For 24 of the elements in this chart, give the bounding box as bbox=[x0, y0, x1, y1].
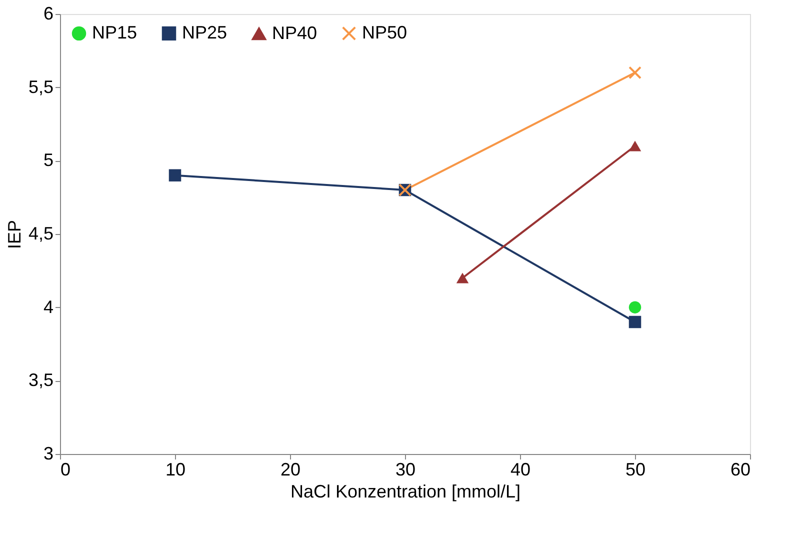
x-tick-label: 30 bbox=[395, 460, 416, 480]
legend-label: NP40 bbox=[272, 22, 318, 43]
y-axis-title: IEP bbox=[4, 220, 24, 250]
y-tick-label: 5 bbox=[43, 150, 54, 170]
legend-label: NP15 bbox=[92, 22, 138, 42]
x-tick-label: 50 bbox=[625, 460, 646, 480]
x-axis-title: NaCl Konzentration [mmol/L] bbox=[290, 482, 521, 502]
x-tick-label: 20 bbox=[280, 460, 301, 480]
y-tick-label: 3 bbox=[43, 444, 54, 464]
legend-label: NP50 bbox=[362, 22, 408, 42]
x-tick-label: 0 bbox=[60, 460, 71, 480]
point bbox=[628, 316, 642, 328]
point bbox=[628, 66, 642, 80]
y-tick-label: 4,5 bbox=[28, 224, 54, 244]
y-tick-label: 6 bbox=[43, 4, 54, 24]
y-tick-label: 4 bbox=[43, 296, 54, 317]
point bbox=[628, 301, 642, 314]
x-tick-label: 60 bbox=[730, 460, 750, 480]
point bbox=[168, 169, 182, 182]
y-tick-label: 5,5 bbox=[28, 76, 54, 97]
legend-label: NP25 bbox=[182, 22, 228, 42]
x-tick-label: 10 bbox=[165, 460, 186, 480]
x-tick-label: 40 bbox=[510, 460, 531, 480]
y-tick-label: 3,5 bbox=[28, 370, 54, 390]
